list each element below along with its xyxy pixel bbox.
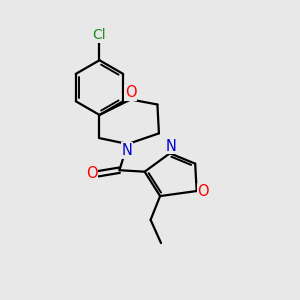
Text: O: O: [125, 85, 136, 100]
Text: O: O: [197, 184, 209, 199]
Text: O: O: [85, 166, 97, 181]
Text: N: N: [166, 139, 177, 154]
Text: N: N: [122, 143, 133, 158]
Text: Cl: Cl: [92, 28, 106, 42]
